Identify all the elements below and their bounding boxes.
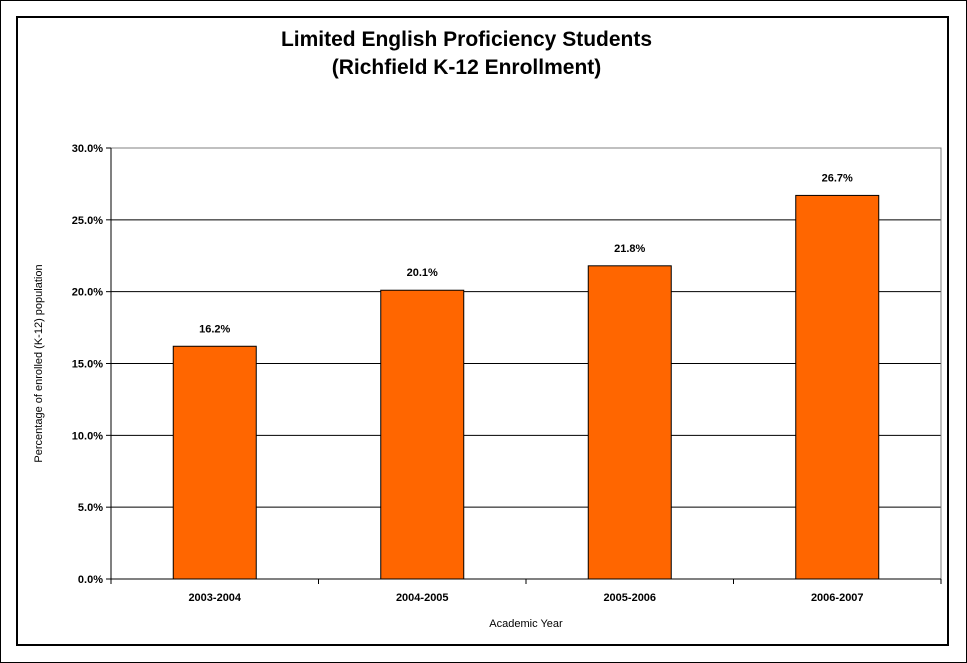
bar-2005-2006 xyxy=(587,265,672,580)
chart-area xyxy=(16,16,949,646)
data-label: 20.1% xyxy=(407,267,438,279)
y-tick-label: 30.0% xyxy=(72,143,103,155)
x-tick-label: 2006-2007 xyxy=(811,592,864,604)
bars xyxy=(172,194,880,580)
x-tick-label: 2005-2006 xyxy=(603,592,656,604)
y-axis-title: Percentage of enrolled (K-12) population xyxy=(33,264,45,462)
data-label: 26.7% xyxy=(822,172,853,184)
y-tick-label: 15.0% xyxy=(72,359,103,371)
data-labels: 16.2% 20.1% 21.8% 26.7% xyxy=(199,172,853,335)
y-tick-label: 25.0% xyxy=(72,215,103,227)
data-label: 21.8% xyxy=(614,243,645,255)
bar-2003-2004 xyxy=(172,345,257,580)
chart-subtitle: (Richfield K-12 Enrollment) xyxy=(331,56,602,79)
y-tick-label: 10.0% xyxy=(72,430,103,442)
y-tick-label: 20.0% xyxy=(72,287,103,299)
x-axis-title: Academic Year xyxy=(489,618,563,630)
x-tick-label: 2004-2005 xyxy=(396,592,449,604)
chart-title: Limited English Proficiency Students (Ri… xyxy=(0,26,933,82)
y-tick-label: 5.0% xyxy=(78,502,103,514)
bar-2004-2005 xyxy=(380,289,465,580)
axes: 0.0% 5.0% 10.0% 15.0% 20.0% 25.0% 30.0% 2003-20… xyxy=(72,143,942,604)
x-tick-label: 2003-2004 xyxy=(188,592,241,604)
bar-2006-2007 xyxy=(795,194,880,580)
chart-title-line1: Limited English Proficiency Students xyxy=(280,28,653,51)
y-tick-label: 0.0% xyxy=(78,574,103,586)
data-label: 16.2% xyxy=(199,323,230,335)
